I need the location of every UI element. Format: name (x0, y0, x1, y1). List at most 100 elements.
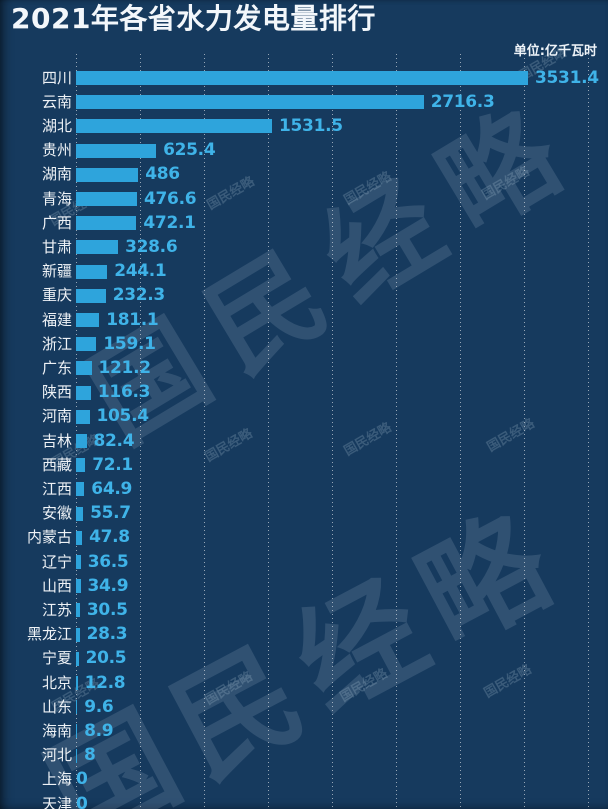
bar (76, 337, 97, 352)
value-label: 105.4 (96, 406, 150, 427)
chart-row: 山西 34.9 (0, 574, 608, 598)
chart-row: 河北 8 (0, 744, 608, 768)
unit-label: 单位:亿千瓦时 (513, 44, 597, 59)
chart-row: 辽宁 36.5 (0, 550, 608, 574)
chart-row: 黑龙江 28.3 (0, 623, 608, 647)
chart-row: 江西 64.9 (0, 477, 608, 501)
bar (76, 71, 528, 86)
value-label: 486 (145, 164, 180, 185)
value-label: 3531.4 (535, 67, 599, 88)
value-label: 28.3 (86, 624, 128, 645)
province-label: 山西 (41, 576, 72, 595)
gridline (204, 54, 205, 809)
gridline (332, 54, 333, 809)
value-label: 472.1 (143, 212, 196, 233)
value-label: 47.8 (89, 527, 130, 548)
value-label: 181.1 (106, 309, 159, 330)
bar (76, 700, 78, 715)
chart-row: 四川 3531.4 (0, 66, 608, 90)
gridline (588, 54, 589, 809)
chart-row: 河南 105.4 (0, 405, 608, 429)
gridline (460, 54, 461, 809)
chart-row: 内蒙古 47.8 (0, 526, 608, 550)
chart-row: 重庆 232.3 (0, 284, 608, 308)
value-label: 159.1 (103, 333, 156, 354)
province-label: 山东 (41, 697, 72, 716)
value-label: 116.3 (97, 382, 151, 403)
value-label: 232.3 (112, 285, 166, 306)
value-label: 20.5 (85, 648, 127, 669)
province-label: 北京 (41, 673, 72, 692)
gridline (268, 54, 269, 809)
province-label: 贵州 (41, 141, 72, 160)
bar (76, 95, 424, 110)
province-label: 湖北 (41, 116, 72, 135)
chart-row: 江苏 30.5 (0, 598, 608, 622)
bar (76, 385, 91, 400)
bar (76, 530, 83, 545)
province-label: 河北 (41, 746, 72, 765)
province-label: 福建 (41, 310, 72, 329)
bar (76, 748, 77, 763)
province-label: 西藏 (41, 455, 72, 474)
chart-row: 贵州 625.4 (0, 139, 608, 163)
chart-row: 广东 121.2 (0, 356, 608, 380)
bar (76, 216, 137, 231)
bar (76, 724, 78, 739)
province-label: 宁夏 (41, 649, 72, 668)
value-label: 328.6 (125, 236, 178, 257)
chart-row: 青海 476.6 (0, 187, 608, 211)
bar (76, 603, 80, 618)
value-label: 1531.5 (279, 115, 343, 136)
province-label: 吉林 (41, 431, 72, 450)
chart-row: 北京 12.8 (0, 671, 608, 695)
chart-row: 天津 0 (0, 792, 608, 809)
chart-row: 云南 2716.3 (0, 90, 608, 114)
value-label: 72.1 (92, 454, 133, 475)
chart-row: 湖南 486 (0, 163, 608, 187)
value-label: 36.5 (87, 551, 129, 572)
bar (76, 676, 78, 691)
chart-row: 新疆 244.1 (0, 260, 608, 284)
chart-row: 山东 9.6 (0, 695, 608, 719)
bar (76, 555, 81, 570)
gridline (524, 54, 525, 809)
province-label: 湖南 (41, 165, 72, 184)
chart-row: 吉林 82.4 (0, 429, 608, 453)
province-label: 天津 (41, 794, 72, 809)
bar (76, 240, 119, 255)
province-label: 重庆 (41, 286, 72, 305)
value-label: 0 (76, 793, 88, 809)
province-label: 青海 (41, 189, 72, 208)
province-label: 四川 (41, 68, 72, 87)
province-label: 江西 (41, 479, 72, 498)
value-label: 0 (76, 769, 88, 790)
chart-row: 广西 472.1 (0, 211, 608, 235)
bar (76, 651, 79, 666)
province-label: 新疆 (41, 262, 72, 281)
bar (76, 119, 272, 134)
bar (76, 458, 86, 473)
bar (76, 264, 108, 279)
bar (76, 167, 139, 182)
gridline (140, 54, 141, 809)
chart-row: 湖北 1531.5 (0, 114, 608, 138)
value-label: 9.6 (84, 696, 114, 717)
value-label: 2716.3 (430, 91, 495, 112)
value-label: 244.1 (114, 261, 167, 282)
bar (76, 143, 157, 158)
province-label: 黑龙江 (26, 625, 72, 644)
province-label: 上海 (41, 770, 72, 789)
province-label: 广西 (41, 213, 72, 232)
province-label: 海南 (41, 721, 72, 740)
chart-row: 上海 0 (0, 768, 608, 792)
bar (76, 313, 100, 328)
bar (76, 482, 85, 497)
province-label: 内蒙古 (26, 528, 72, 547)
value-label: 476.6 (144, 188, 197, 209)
province-label: 辽宁 (41, 552, 72, 571)
value-label: 30.5 (86, 599, 128, 620)
province-label: 河南 (41, 407, 72, 426)
